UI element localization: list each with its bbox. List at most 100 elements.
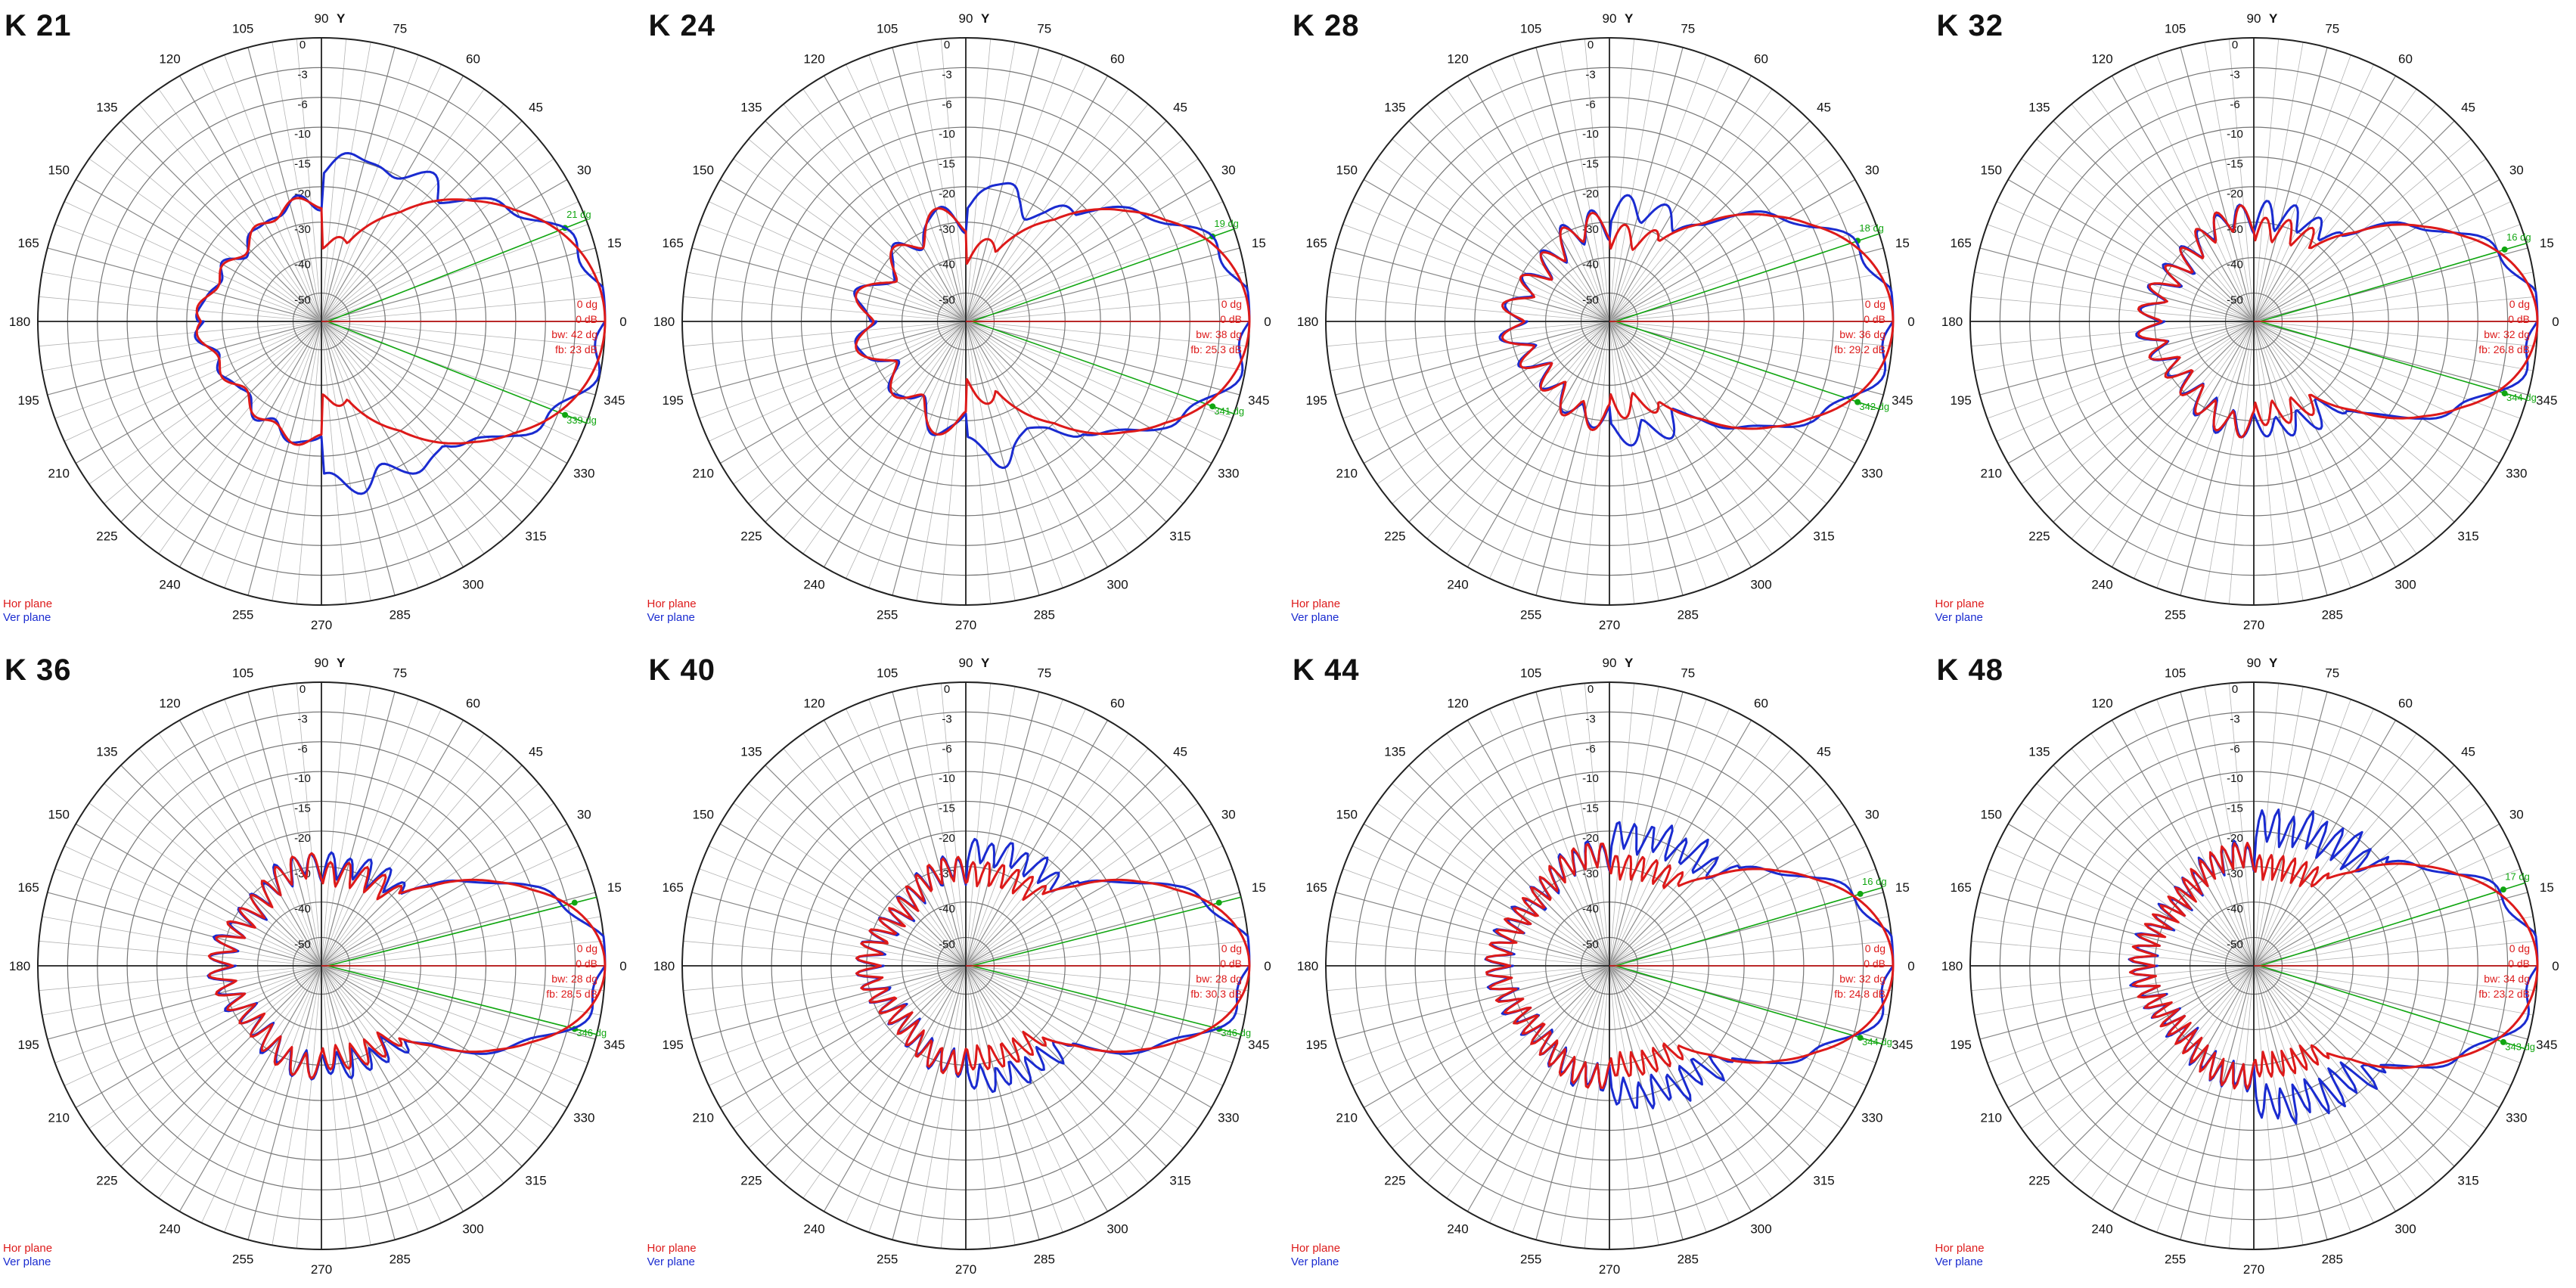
spoke-line (867, 321, 966, 588)
spoke-line (321, 891, 596, 967)
angle-tick-label: 180 (653, 315, 674, 329)
spoke-line (1609, 321, 1752, 568)
spoke-line (2111, 321, 2255, 568)
chart-title: K 40 (648, 653, 715, 687)
angle-tick-label: 90 (958, 656, 973, 670)
spoke-line (321, 321, 347, 604)
spoke-line (823, 719, 967, 966)
spoke-line (1609, 845, 1867, 966)
angle-tick-label: 150 (1980, 163, 2001, 178)
spoke-line (1609, 891, 1884, 967)
angle-tick-label: 330 (1861, 467, 1882, 481)
radial-tick-label: -15 (1582, 158, 1599, 171)
spoke-line (1609, 321, 1792, 539)
angle-tick-label: 315 (1169, 529, 1190, 544)
angle-tick-label: 285 (390, 607, 411, 622)
upper-marker-label: 16 dg (2506, 231, 2531, 243)
spoke-line (1466, 719, 1610, 966)
upper-marker-label: 19 dg (1214, 218, 1239, 229)
angle-tick-label: 60 (466, 52, 480, 67)
angle-tick-label: 15 (1895, 236, 1910, 250)
angle-tick-label: 0 (1264, 315, 1271, 329)
spoke-line (2252, 321, 2396, 568)
beam-marker-line (2259, 321, 2527, 401)
spoke-line (1352, 201, 1610, 322)
spoke-line (321, 88, 485, 322)
beam-marker-line (1615, 886, 1882, 967)
spoke-line (691, 247, 966, 322)
spoke-line (321, 321, 601, 371)
spoke-line (75, 823, 322, 967)
lower-marker-label: 344 dg (2506, 392, 2537, 403)
angle-tick-label: 0 (1907, 959, 1914, 973)
spoke-line (42, 272, 322, 322)
angle-tick-label: 60 (1110, 696, 1125, 710)
spoke-line (2253, 321, 2500, 464)
angle-tick-label: 105 (232, 666, 253, 680)
angle-tick-label: 300 (1106, 1221, 1128, 1236)
radial-tick-label: -30 (2227, 867, 2243, 880)
spoke-line (964, 965, 1040, 1240)
radial-tick-label: -6 (1585, 98, 1595, 111)
spoke-line (965, 733, 1128, 966)
angle-tick-label: 60 (1754, 52, 1768, 67)
spoke-line (965, 321, 1233, 419)
spoke-line (2252, 75, 2396, 322)
spoke-line (64, 201, 322, 322)
angle-tick-label: 240 (2091, 577, 2112, 591)
angle-tick-label: 15 (607, 236, 622, 250)
spoke-line (2253, 802, 2486, 966)
spoke-line (965, 321, 1240, 396)
beamwidth-label: bw: 32 dg (2484, 328, 2530, 340)
radial-tick-label: -15 (1582, 802, 1599, 815)
legend-ver-plane: Ver plane (3, 611, 51, 624)
spoke-line (965, 708, 1086, 966)
radial-tick-label: -10 (1582, 128, 1599, 141)
lower-marker-label: 342 dg (1859, 401, 1889, 412)
spoke-line (2253, 321, 2521, 419)
spoke-line (965, 272, 1245, 322)
spoke-line (47, 964, 322, 1040)
spoke-line (733, 158, 966, 322)
spoke-line (2253, 965, 2537, 991)
spoke-line (1426, 321, 1610, 539)
spoke-line (1342, 321, 1610, 419)
spoke-line (1560, 686, 1610, 966)
spoke-line (2253, 747, 2436, 966)
spoke-line (1609, 823, 1856, 967)
lower-marker-label: 343 dg (2505, 1041, 2535, 1052)
angle-tick-label: 195 (1305, 393, 1327, 408)
angle-tick-label: 315 (1813, 529, 1834, 544)
spoke-line (802, 965, 966, 1198)
spoke-line (1609, 965, 1792, 1184)
upper-marker-label: 17 dg (2505, 871, 2530, 882)
polar-svg: 0 15 30 45 60 75 90 105 120 135 150 165 180 195 210 225… (653, 656, 1271, 1277)
spoke-line (321, 965, 442, 1223)
spoke-line (2090, 321, 2254, 554)
spoke-line (2253, 965, 2521, 1063)
angle-tick-label: 285 (2321, 607, 2342, 622)
beam-marker-dot (1209, 403, 1215, 410)
spoke-line (321, 321, 371, 601)
spoke-line (1974, 272, 2254, 322)
angle-tick-label: 240 (159, 577, 180, 591)
spoke-line (247, 965, 322, 1240)
radial-tick-label: -20 (2227, 831, 2243, 844)
angle-tick-label: 285 (1678, 607, 1699, 622)
angle-tick-label: 180 (653, 959, 674, 973)
angle-tick-label: 285 (1678, 1252, 1699, 1266)
angle-tick-label: 345 (2536, 1037, 2557, 1051)
spoke-line (201, 965, 322, 1223)
spoke-line (1609, 321, 1842, 485)
spoke-line (1335, 321, 1610, 396)
spoke-line (1335, 891, 1610, 967)
radial-tick-label: -30 (1582, 867, 1599, 880)
radial-tick-label: -6 (942, 98, 951, 111)
angle-tick-label: 90 (1603, 11, 1617, 26)
spoke-line (1609, 64, 1730, 322)
chart-title: K 48 (1936, 653, 2003, 687)
angle-tick-label: 240 (803, 1221, 824, 1236)
spoke-line (321, 321, 539, 504)
angle-tick-label: 330 (1218, 1110, 1239, 1125)
angle-tick-label: 330 (1218, 467, 1239, 481)
